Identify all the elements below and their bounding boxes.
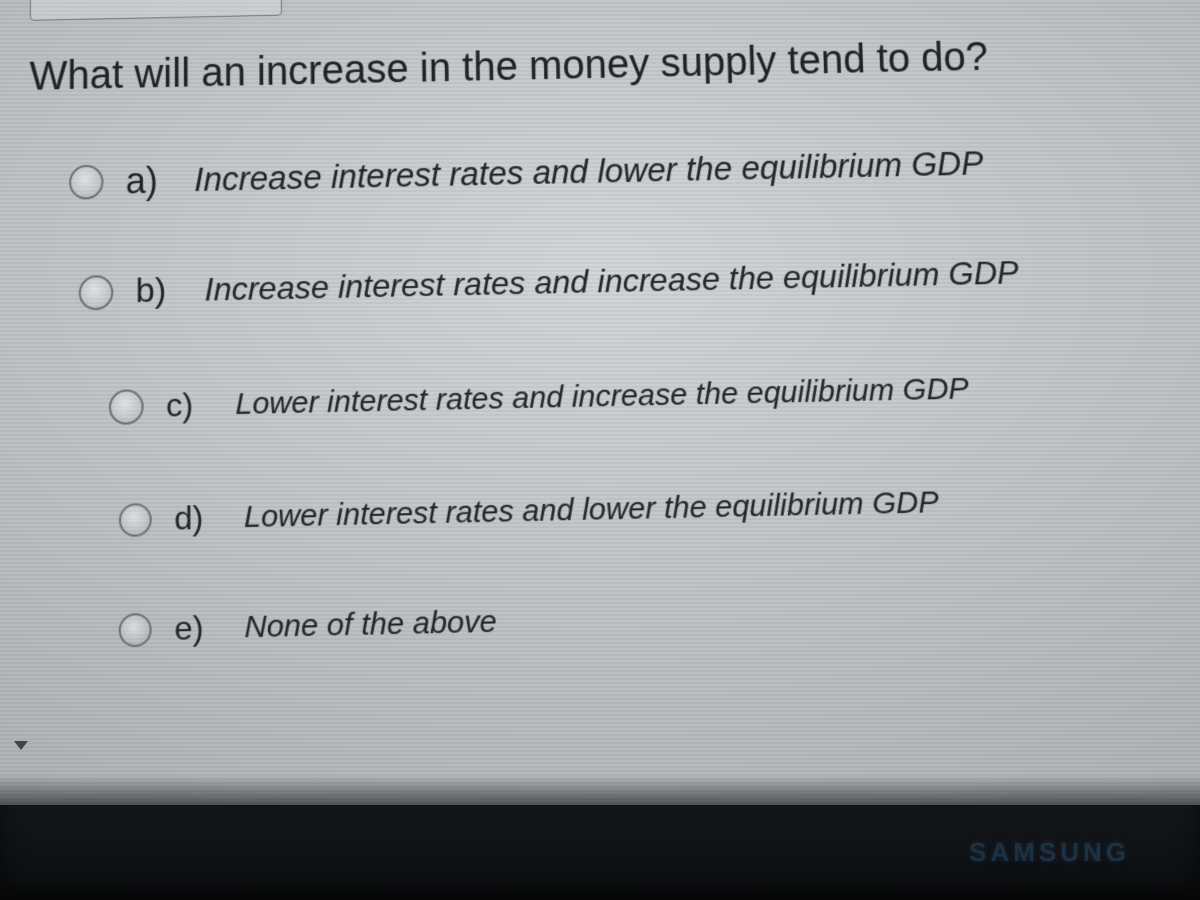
radio-b[interactable] bbox=[79, 274, 114, 309]
option-b[interactable]: b) Increase interest rates and increase … bbox=[79, 249, 1200, 313]
option-e-letter: e) bbox=[174, 608, 215, 648]
option-b-text: Increase interest rates and increase the… bbox=[204, 253, 1019, 309]
radio-a[interactable] bbox=[69, 165, 103, 200]
option-d-letter: d) bbox=[174, 498, 215, 537]
monitor-bezel: SAMSUNG bbox=[0, 805, 1200, 900]
monitor-brand-label: SAMSUNG bbox=[969, 837, 1130, 868]
radio-e[interactable] bbox=[119, 612, 152, 646]
option-d[interactable]: d) Lower interest rates and lower the eq… bbox=[119, 477, 1200, 539]
screen-surface: What will an increase in the money suppl… bbox=[0, 0, 1200, 900]
answer-input-stub[interactable] bbox=[30, 0, 282, 21]
option-c-text: Lower interest rates and increase the eq… bbox=[235, 370, 969, 423]
option-a[interactable]: a) Increase interest rates and lower the… bbox=[69, 138, 1198, 204]
option-c-letter: c) bbox=[166, 386, 207, 425]
question-text: What will an increase in the money suppl… bbox=[29, 28, 1173, 102]
quiz-content: What will an increase in the money suppl… bbox=[5, 0, 1200, 724]
radio-c[interactable] bbox=[109, 389, 144, 425]
option-c[interactable]: c) Lower interest rates and increase the… bbox=[109, 365, 1200, 426]
radio-d[interactable] bbox=[119, 502, 152, 536]
options-group: a) Increase interest rates and lower the… bbox=[67, 138, 1200, 651]
screen-bottom-shadow bbox=[0, 775, 1200, 805]
option-e[interactable]: e) None of the above bbox=[119, 587, 1200, 650]
option-a-letter: a) bbox=[126, 159, 166, 202]
chevron-down-icon[interactable] bbox=[14, 741, 28, 750]
option-e-text: None of the above bbox=[244, 603, 497, 646]
option-a-text: Increase interest rates and lower the eq… bbox=[194, 143, 984, 200]
option-d-text: Lower interest rates and lower the equil… bbox=[244, 484, 939, 536]
option-b-letter: b) bbox=[136, 271, 177, 312]
